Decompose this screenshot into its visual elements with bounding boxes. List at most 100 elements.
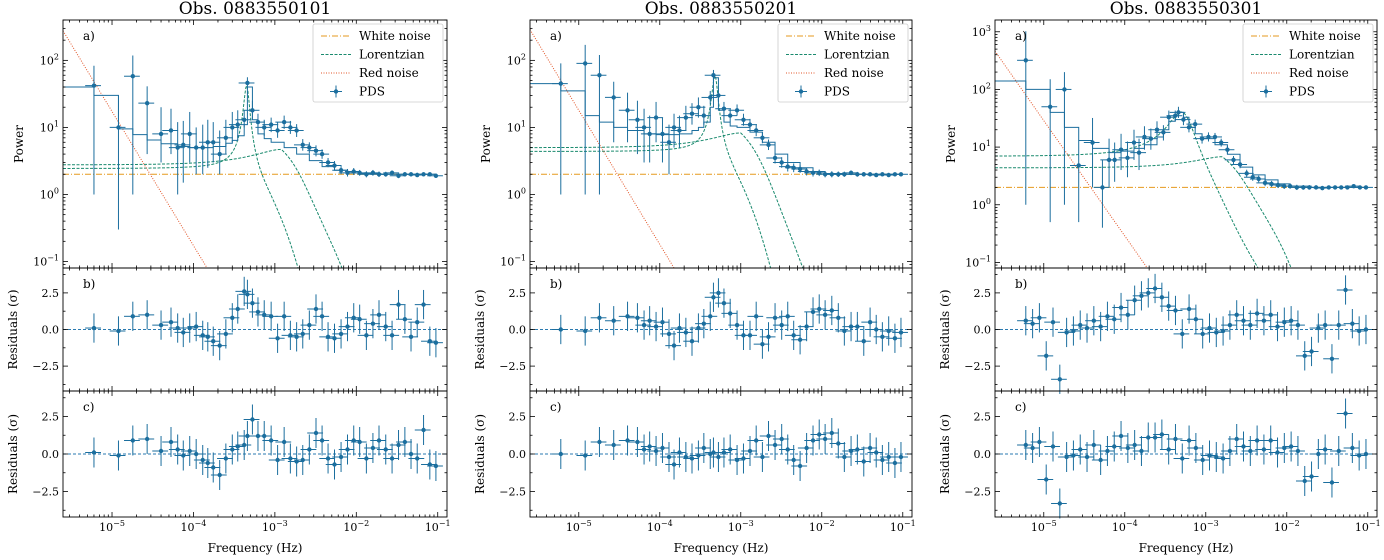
pds-point xyxy=(223,135,229,140)
legend-item: Lorentzian xyxy=(824,48,890,62)
residual-point xyxy=(281,439,287,445)
residual-point xyxy=(1098,457,1103,463)
y-tick-label: 0.0 xyxy=(509,448,527,461)
residual-point xyxy=(880,334,885,340)
power-plot-area xyxy=(63,30,443,268)
residual-point xyxy=(671,462,677,467)
residual-point xyxy=(223,456,229,461)
pds-point xyxy=(144,100,150,106)
residual-point xyxy=(1152,435,1158,440)
legend-item: PDS xyxy=(359,85,385,99)
y-tick-label: 103 xyxy=(972,24,991,39)
residual-point xyxy=(797,463,803,469)
pds-point xyxy=(1076,163,1081,168)
power-panel: 10−1 100 101 102 a) Power White noise Lorentzia… xyxy=(12,19,448,269)
residual-point xyxy=(711,295,716,300)
y-tick-label: −2.5 xyxy=(964,360,991,373)
lorentzian-narrow-line xyxy=(63,84,299,268)
legend-swatch xyxy=(333,89,339,94)
residual-point xyxy=(1261,318,1267,323)
red-noise-line xyxy=(63,30,208,268)
residual-point xyxy=(1098,324,1103,329)
residual-point xyxy=(1295,322,1301,328)
pds-point xyxy=(338,168,344,173)
legend-box xyxy=(312,23,444,103)
panel-label-a: a) xyxy=(83,29,95,43)
residual-point xyxy=(886,328,891,334)
residual-point xyxy=(1295,448,1301,454)
residual-point xyxy=(1180,331,1185,337)
residual-point xyxy=(785,314,790,319)
residual-point xyxy=(721,450,727,455)
residual-point xyxy=(1302,478,1307,484)
residual-point xyxy=(319,438,325,443)
residual-point xyxy=(836,441,841,446)
residual-point xyxy=(230,447,235,452)
y-tick-label: 2.5 xyxy=(42,287,60,300)
residual-point xyxy=(1078,447,1083,452)
pds-point xyxy=(716,93,721,98)
pds-point xyxy=(696,105,701,110)
residual-point xyxy=(1220,456,1226,461)
pds-point xyxy=(880,172,885,177)
chart-column-2: Obs. 0883550201 10−1 100 101 102 a) Power White… xyxy=(473,0,916,555)
residual-point xyxy=(116,328,121,334)
residual-point xyxy=(747,448,753,454)
residual-point xyxy=(91,450,97,455)
legend-item: PDS xyxy=(824,85,850,99)
residual-point xyxy=(696,325,701,331)
pds-point xyxy=(1320,185,1325,191)
pds-point xyxy=(641,125,647,130)
pds-point xyxy=(250,108,255,113)
pds-point xyxy=(1218,140,1224,145)
power-axis-label: Power xyxy=(12,125,26,163)
residual-point xyxy=(168,439,174,445)
residual-point xyxy=(1227,448,1233,454)
pds-point xyxy=(175,145,180,150)
residual-point xyxy=(357,317,362,322)
residual-point xyxy=(193,451,199,457)
residual-point xyxy=(332,336,337,341)
residual-point xyxy=(766,334,771,340)
residual-point xyxy=(797,337,803,342)
residual-point xyxy=(653,324,659,329)
residual-point xyxy=(433,340,439,345)
residual-point xyxy=(250,300,255,306)
panel-label-b: b) xyxy=(550,277,562,291)
residual-point xyxy=(1118,305,1124,310)
residual-point xyxy=(701,445,707,451)
pds-point xyxy=(187,131,192,137)
residual-point xyxy=(193,324,199,329)
residual-point xyxy=(200,457,205,463)
residual-point xyxy=(1084,454,1090,460)
y-tick-label: 10−1 xyxy=(33,254,59,269)
residual-point xyxy=(1309,474,1314,479)
residual-point xyxy=(817,432,822,437)
residual-point xyxy=(1112,317,1117,322)
y-tick-label: 2.5 xyxy=(974,411,992,424)
residual-point xyxy=(1105,314,1110,319)
residual-point xyxy=(357,439,362,445)
residual-point xyxy=(804,445,809,451)
y-tick-label: −2.5 xyxy=(499,486,526,499)
pds-point xyxy=(1313,185,1319,190)
pds-point xyxy=(235,122,240,127)
residual-point xyxy=(421,302,426,307)
residual-point xyxy=(855,324,860,329)
legend-item: White noise xyxy=(1289,29,1361,43)
pds-point xyxy=(294,128,299,133)
pds-point xyxy=(1244,171,1249,176)
residual-point xyxy=(241,289,247,294)
residual-point xyxy=(1071,453,1076,458)
residual-point xyxy=(376,438,382,443)
residual-point xyxy=(1336,448,1341,454)
residual-point xyxy=(804,324,809,329)
residuals-panel-c: −2.5 0.0 2.5 10−5 10−4 10−3 10−2 10−1 c) Residual… xyxy=(6,390,451,534)
residual-point xyxy=(268,314,274,319)
x-tick-label: 10−1 xyxy=(890,519,916,534)
residual-point xyxy=(647,318,652,323)
residual-point xyxy=(402,439,408,445)
residuals-axis-label: Residuals (σ) xyxy=(6,289,20,369)
residual-point xyxy=(1316,451,1321,457)
pds-point xyxy=(797,166,803,172)
